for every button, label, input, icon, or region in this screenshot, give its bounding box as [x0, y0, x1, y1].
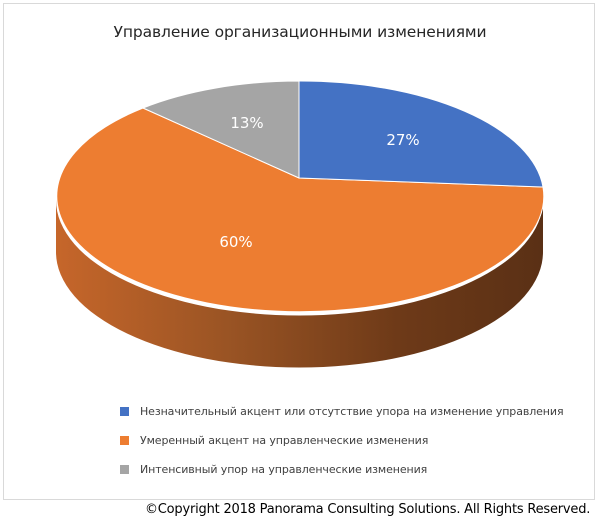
pie-slice-13[interactable]: [141, 80, 300, 179]
data-label-27: 27%: [386, 131, 419, 149]
legend-item-moderate[interactable]: Умеренный акцент на управленческие измен…: [120, 433, 563, 448]
legend-swatch-gray: [120, 465, 129, 474]
legend-item-low[interactable]: Незначительный акцент или отсутствие упо…: [120, 404, 564, 419]
chart-title: Управление организационными изменениями: [113, 23, 487, 41]
copyright-notice: ©Copyright 2018 Panorama Consulting Solu…: [145, 502, 591, 517]
legend-label: Незначительный акцент или отсутствие упо…: [140, 405, 564, 418]
chart-legend: Незначительный акцент или отсутствие упо…: [120, 404, 564, 491]
data-label-13: 13%: [230, 114, 263, 132]
pie-slice-27[interactable]: [298, 80, 544, 188]
legend-label: Умеренный акцент на управленческие измен…: [140, 434, 429, 447]
legend-swatch-blue: [120, 407, 129, 416]
legend-item-intensive[interactable]: Интенсивный упор на управленческие измен…: [120, 462, 563, 477]
pie-slice-60[interactable]: [56, 107, 545, 313]
pie-side-wall: [56, 200, 543, 368]
pie-chart: 27% 60% 13%: [56, 80, 545, 368]
data-label-60: 60%: [219, 233, 252, 251]
legend-label: Интенсивный упор на управленческие измен…: [140, 463, 428, 476]
legend-swatch-orange: [120, 436, 129, 445]
